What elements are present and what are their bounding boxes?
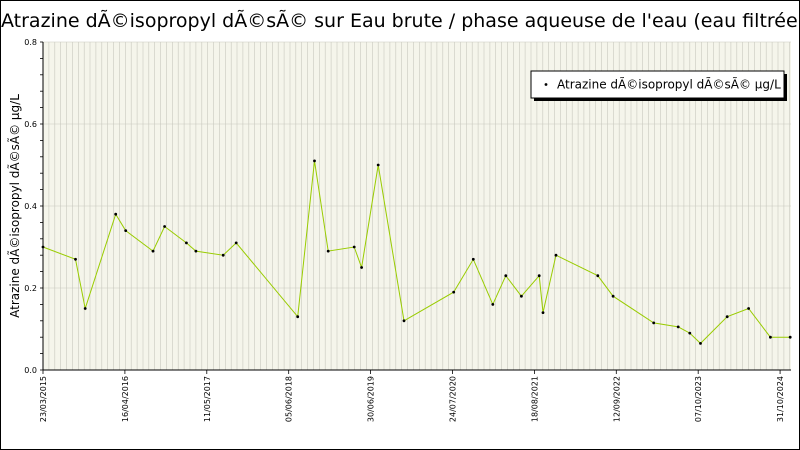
data-point [769, 335, 772, 339]
chart-title: Atrazine dÃ©isopropyl dÃ©sÃ© sur Eau bru… [1, 10, 800, 32]
data-point [234, 241, 238, 245]
data-point [114, 212, 118, 216]
series-line [42, 160, 791, 345]
y-tick-label: 0.8 [24, 38, 37, 47]
x-tick-label: 23/03/2015 [39, 376, 48, 422]
x-tick-label: 30/06/2019 [367, 376, 376, 422]
x-tick-label: 07/10/2023 [694, 376, 703, 422]
data-point [471, 257, 475, 261]
grid [42, 41, 791, 371]
data-point [747, 307, 750, 310]
data-point [313, 159, 316, 163]
data-point [326, 249, 330, 253]
data-point [541, 311, 545, 314]
data-point [504, 274, 508, 278]
data-point [402, 319, 406, 323]
data-point [185, 241, 188, 245]
y-tick-label: 0.6 [24, 120, 37, 129]
series [41, 159, 792, 345]
data-point [491, 303, 495, 306]
data-point [352, 245, 356, 249]
x-tick-label: 18/08/2021 [530, 376, 539, 422]
data-point [221, 253, 225, 257]
data-point [376, 163, 380, 167]
data-point [688, 331, 692, 335]
x-tick-label: 24/07/2020 [448, 376, 457, 422]
data-point [151, 249, 155, 253]
legend-marker [544, 83, 548, 86]
y-tick-label: 0.2 [24, 284, 37, 293]
data-point [296, 315, 300, 319]
data-point [537, 274, 541, 278]
data-point [83, 307, 87, 310]
data-point [676, 325, 680, 329]
data-point [124, 229, 128, 233]
axes: 0.0 0.2 0.4 0.6 0.8 23/03/2015 16/04/2016 11/05… [24, 38, 791, 422]
x-tick-label: 05/06/2018 [285, 376, 294, 422]
data-point [74, 257, 77, 261]
data-point [554, 253, 558, 257]
x-tick-label: 31/10/2024 [776, 376, 785, 422]
data-point [596, 274, 600, 278]
data-point [611, 294, 615, 298]
x-tick-label: 11/05/2017 [203, 376, 212, 422]
x-tick-label: 16/04/2016 [121, 376, 130, 422]
x-tick-label: 12/09/2022 [612, 376, 621, 422]
data-point [41, 245, 45, 249]
legend-label: Atrazine dÃ©isopropyl dÃ©sÃ© µg/L [557, 77, 781, 92]
legend-box [530, 70, 785, 99]
data-point [520, 294, 523, 298]
y-axis-title: Atrazine dÃ©isopropyl dÃ©sÃ© µg/L [7, 94, 22, 318]
data-point [699, 342, 702, 345]
data-point [194, 249, 198, 253]
data-point [725, 315, 729, 319]
data-point [452, 290, 456, 294]
legend: Atrazine dÃ©isopropyl dÃ©sÃ© µg/L [530, 70, 787, 101]
y-tick-label: 0.4 [24, 202, 37, 211]
y-tick-label: 0.0 [24, 366, 37, 375]
data-point [788, 335, 792, 339]
data-point [163, 225, 167, 228]
data-point [652, 321, 656, 325]
data-point [360, 266, 363, 269]
